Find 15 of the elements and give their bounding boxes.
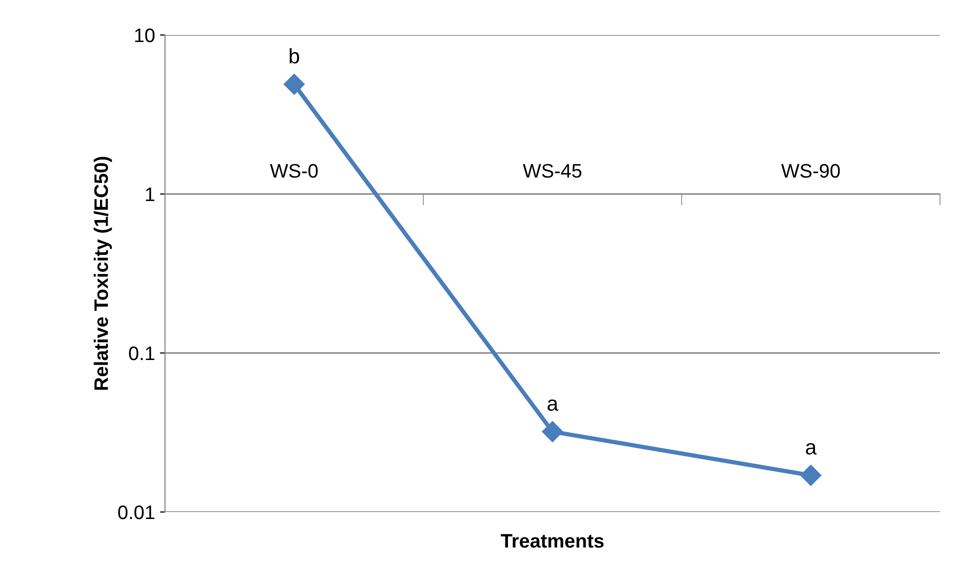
point [800, 464, 822, 486]
y-tick-label: 0.01 [118, 505, 154, 520]
x-axis-title: Treatments [500, 534, 604, 548]
y-tick-label: 1 [146, 188, 154, 202]
y-tick-label: 0.1 [129, 346, 154, 360]
point [284, 74, 305, 95]
y-tick-label: 10 [135, 28, 155, 42]
x-tick-label: WS-45 [522, 164, 582, 178]
annotation: b [290, 48, 300, 64]
point [542, 421, 564, 442]
annotation: a [806, 443, 817, 455]
x-tick-label: WS-0 [270, 164, 318, 178]
y-axis-title: Relative Toxicity (1/EC50) [94, 156, 112, 390]
annotation: a [548, 399, 558, 411]
x-tick-label: WS-90 [781, 164, 840, 178]
